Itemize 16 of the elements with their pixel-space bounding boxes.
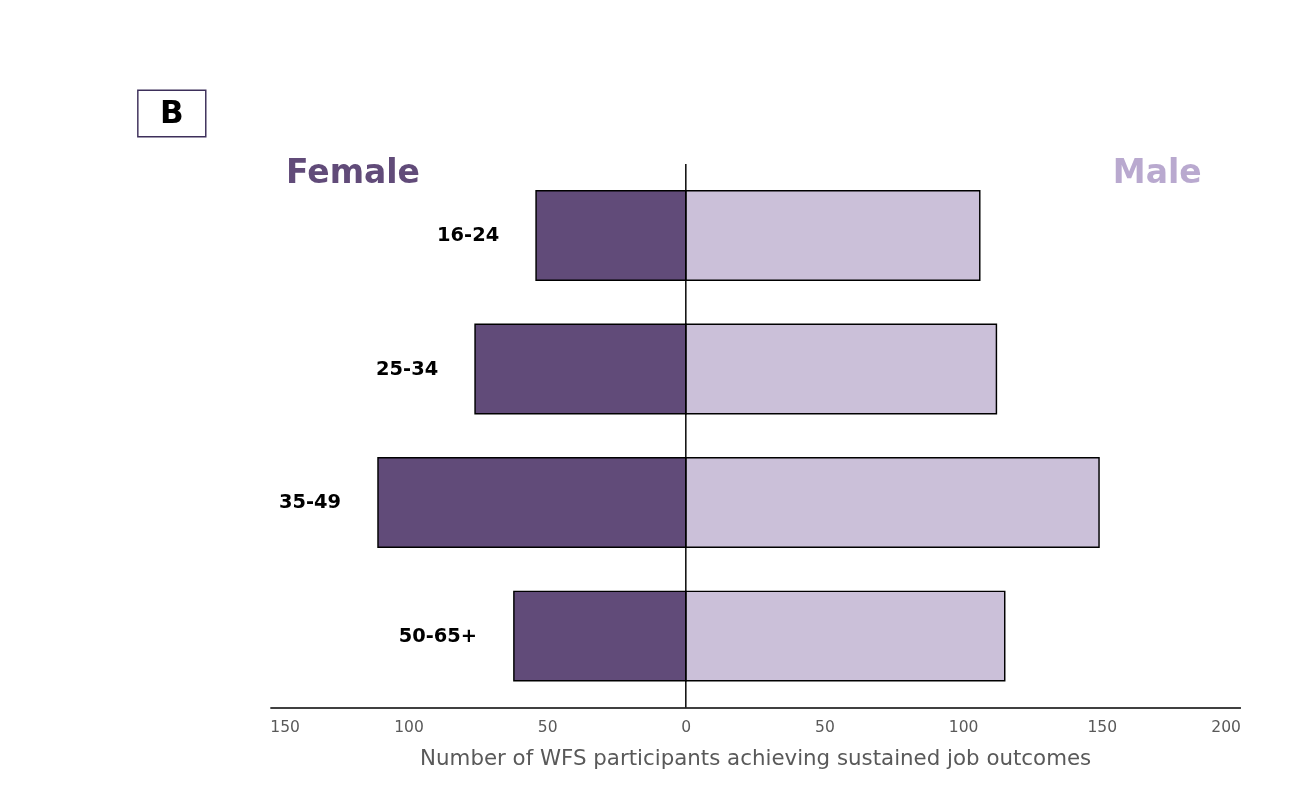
text: B: [159, 94, 184, 131]
y-tick-label: 35-49: [279, 490, 342, 514]
x-tick-label: 150: [270, 718, 300, 737]
text: Female: [286, 152, 420, 192]
y-tick-label: 50-65+: [398, 623, 477, 647]
y-tick-label: 16-24: [437, 223, 500, 247]
x-tick-label: 100: [948, 718, 979, 737]
x-tick-label: 150: [1087, 718, 1118, 737]
x-tick-label: 50: [537, 718, 558, 737]
x-axis-title: Number of WFS participants achieving sustained job outcomes: [420, 745, 1092, 771]
y-tick-label: 25-34: [376, 356, 439, 380]
x-tick-label: 50: [815, 718, 835, 737]
text: Male: [1112, 152, 1202, 192]
x-tick-label: 0: [681, 718, 692, 737]
x-tick-label: 200: [1211, 718, 1241, 737]
x-tick-label: 100: [394, 718, 424, 737]
